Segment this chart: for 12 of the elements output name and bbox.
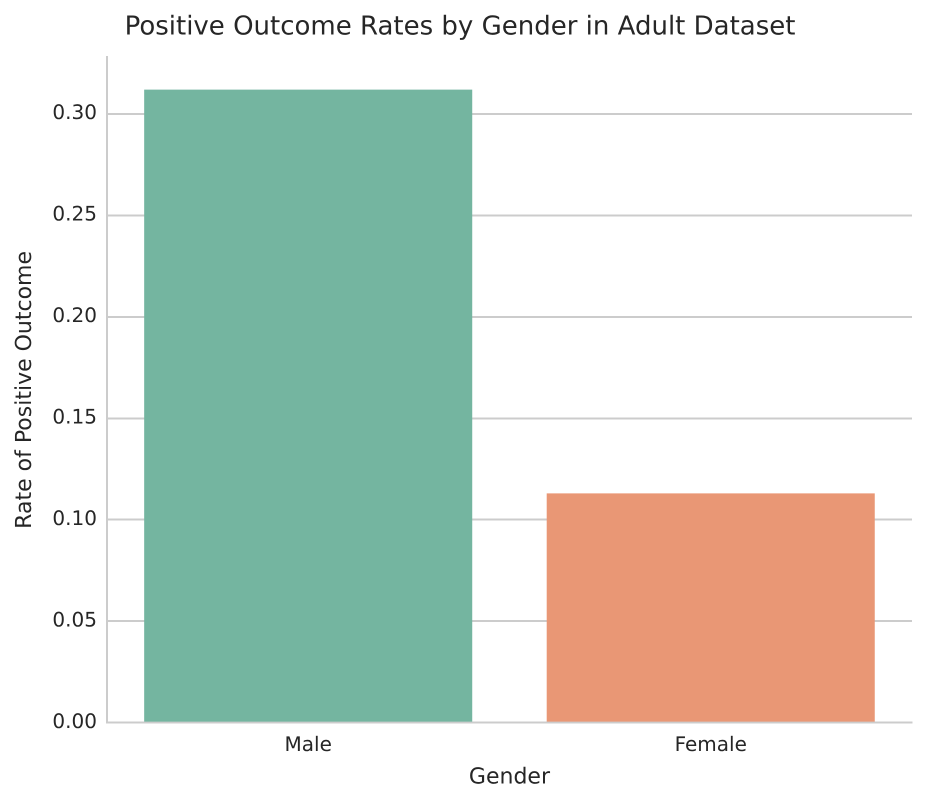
y-tick-label: 0.00 (52, 708, 97, 733)
y-tick-label: 0.05 (52, 607, 97, 632)
y-tick-label: 0.25 (52, 202, 97, 226)
x-tick-label: Female (674, 732, 747, 756)
chart-title: Positive Outcome Rates by Gender in Adult Dataset (124, 11, 796, 42)
y-axis-title: Rate of Positive Outcome (12, 250, 37, 529)
y-tick-label: 0.30 (52, 100, 97, 124)
x-axis-title: Gender (468, 764, 551, 790)
y-tick-label: 0.15 (52, 404, 97, 429)
x-tick-label: Male (284, 732, 332, 756)
y-tick-label: 0.20 (52, 303, 97, 328)
y-tick-label: 0.10 (52, 506, 97, 530)
